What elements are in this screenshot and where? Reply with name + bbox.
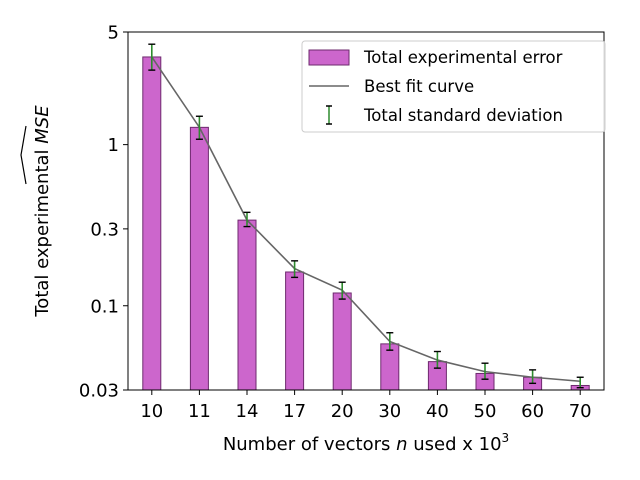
x-tick-label: 70 <box>569 401 592 422</box>
bar-20 <box>332 292 352 391</box>
x-tick-label: 40 <box>426 401 449 422</box>
fit-line-layer <box>151 56 581 383</box>
best-fit-line <box>151 56 581 383</box>
legend-bar-swatch <box>308 49 350 66</box>
x-tick-label: 14 <box>236 401 259 422</box>
bar-11 <box>189 126 209 391</box>
plot-frame <box>127 31 605 391</box>
bar-14 <box>237 219 257 391</box>
y-tick-label: 0.1 <box>90 296 119 317</box>
legend-box <box>301 40 606 133</box>
legend-label-line: Best fit curve <box>364 77 474 96</box>
legend: Total experimental error Best fit curve … <box>301 40 606 133</box>
bar-10 <box>142 56 162 391</box>
y-tick-label: 5 <box>108 23 119 44</box>
bars-layer <box>142 56 590 391</box>
x-tick-label: 20 <box>331 401 354 422</box>
errorbar-layer <box>148 43 584 389</box>
x-tick-label: 17 <box>283 401 306 422</box>
x-tick-label: 30 <box>378 401 401 422</box>
x-ticks: 10 11 14 17 20 30 40 50 60 70 <box>140 390 592 422</box>
legend-label-bars: Total experimental error <box>363 48 563 67</box>
x-tick-label: 11 <box>188 401 211 422</box>
legend-label-errorbar: Total standard deviation <box>363 106 563 125</box>
y-ticks: 0.03 0.1 0.3 1 5 <box>79 23 128 402</box>
y-tick-label: 0.03 <box>79 381 119 402</box>
y-axis-label-hat <box>20 125 27 185</box>
x-axis-label: Number of vectors n used x 103 <box>223 431 509 455</box>
x-tick-label: 50 <box>474 401 497 422</box>
y-tick-label: 0.3 <box>90 219 119 240</box>
y-axis-label: Total experimental MSE <box>32 105 53 318</box>
x-tick-label: 10 <box>140 401 163 422</box>
x-tick-label: 60 <box>521 401 544 422</box>
y-tick-label: 1 <box>108 135 119 156</box>
bar-17 <box>285 271 305 391</box>
